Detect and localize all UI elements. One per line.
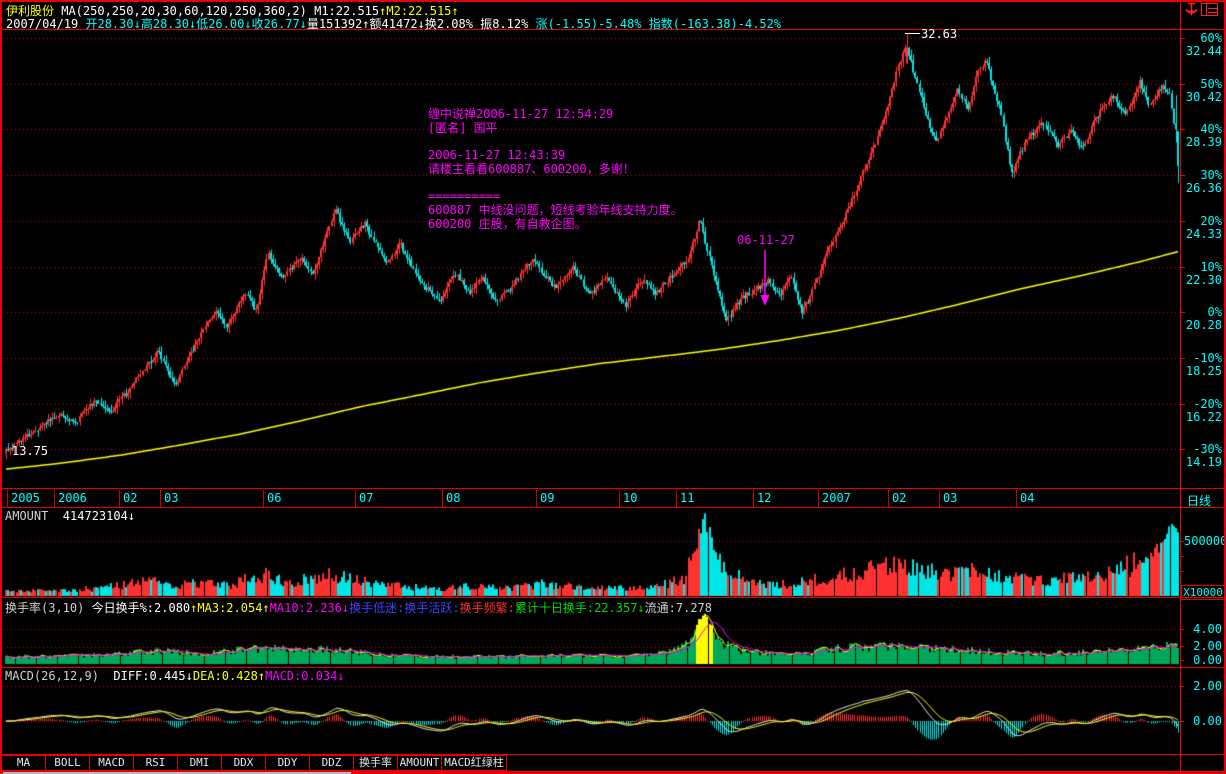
tab-turnover[interactable]: 换手率: [353, 755, 398, 771]
text-segment: 伊利股份: [6, 4, 62, 18]
text-segment: MA(250,250,20,30,60,120,250,360,2): [61, 4, 315, 18]
text-segment: 换手低迷:: [349, 601, 405, 615]
tab-ddx[interactable]: DDX: [221, 755, 266, 771]
background-window-fragment: [3, 772, 351, 774]
text-segment: 开28.30↓: [85, 17, 141, 31]
tab-dmi[interactable]: DMI: [177, 755, 222, 771]
text-segment: 流通:7.278: [644, 601, 713, 615]
header-icons: [1185, 2, 1218, 17]
separator-chart-top: [2, 29, 1224, 30]
text-segment: ↓: [185, 669, 193, 683]
amount-panel-header: AMOUNT 414723104↓: [5, 509, 135, 523]
tab-ma[interactable]: MA: [1, 755, 46, 771]
turnover-panel-header: 换手率(3,10) 今日换手%:2.080↑MA3:2.054↑MA10:2.2…: [5, 599, 712, 616]
text-segment: ↑: [190, 601, 198, 615]
text-segment: ↓: [127, 509, 136, 523]
text-segment: 2007/04/19: [6, 17, 86, 31]
period-label: 日线: [1187, 494, 1212, 508]
separator-amount-bottom: [2, 597, 1224, 598]
tab-ddz[interactable]: DDZ: [309, 755, 354, 771]
indicator-tabbar: MA BOLL MACD RSI DMI DDX DDY DDZ 换手率 AMO…: [1, 755, 1224, 771]
text-segment: 涨(-1.55)-5.48%: [535, 17, 649, 31]
tab-rsi[interactable]: RSI: [133, 755, 178, 771]
tab-boll[interactable]: BOLL: [45, 755, 90, 771]
annotation-line: 600200 庄股，有自救企图。: [428, 216, 587, 231]
text-segment: M2:22.515↑: [386, 4, 459, 18]
axis-column-divider: [1180, 2, 1181, 771]
peak-price-label: 32.63: [921, 27, 958, 41]
annotation-line: 请楼主看看600887、600200，多谢！: [428, 161, 635, 176]
chart-annotation: 缠中说禅2006-11-27 12:54:29 [匿名] 国平 2006-11-2…: [428, 107, 683, 231]
text-segment: 收26.77↓: [251, 17, 307, 31]
event-marker-label: 06-11-27: [737, 233, 795, 247]
header-line2: 2007/04/19 开28.30↓高28.30↓低26.00↓收26.77↓量…: [6, 15, 781, 32]
text-segment: 换手率(3,10): [5, 601, 92, 615]
text-segment: 指数(-163.38)-4.52%: [648, 17, 782, 31]
window-border-left: [0, 0, 2, 774]
separator-macd-bottom: [2, 754, 1224, 755]
window-layout-icon[interactable]: [1201, 3, 1218, 16]
tab-amount[interactable]: AMOUNT: [397, 755, 442, 771]
text-segment: ↑: [379, 4, 387, 18]
text-segment: MA3:2.054: [197, 601, 263, 615]
window-border-bottom: [0, 772, 1226, 774]
annotation-line: 缠中说禅2006-11-27 12:54:29: [428, 107, 614, 121]
window-border-right: [1224, 0, 1226, 774]
text-segment: 换2.08%: [424, 17, 481, 31]
text-segment: ↓: [341, 601, 350, 615]
text-segment: 量151392↑: [306, 17, 370, 31]
separator-turnover-bottom: [2, 667, 1224, 668]
text-segment: 414723104: [62, 509, 128, 523]
text-segment: 低26.00↓: [196, 17, 252, 31]
tab-ddy[interactable]: DDY: [265, 755, 310, 771]
macd-panel-header: MACD(26,12,9) DIFF:0.445↓DEA:0.428↑MACD:…: [5, 669, 345, 683]
tab-macd[interactable]: MACD: [89, 755, 134, 771]
text-segment: 高28.30↓: [140, 17, 197, 31]
separator-dateaxis-bottom: [2, 507, 1224, 508]
annotation-line: [428, 177, 683, 191]
down-arrowhead: [1188, 10, 1195, 16]
text-segment: 累计十日换手:22.357: [514, 601, 638, 615]
anchor-icon[interactable]: [1185, 2, 1198, 17]
annotation-line: [428, 135, 683, 149]
tab-macd-histogram[interactable]: MACD红绿柱: [441, 755, 507, 771]
annotation-line: 2006-11-27 12:43:39: [428, 148, 566, 163]
text-segment: DIFF:0.445: [113, 669, 186, 683]
text-segment: AMOUNT: [5, 509, 63, 523]
annotation-line: 600887 中线没问题，短线考验年线支持力度。: [428, 202, 683, 217]
text-segment: 今日换手%:2.080: [91, 601, 191, 615]
text-segment: 换手频繁:: [459, 601, 515, 615]
text-segment: ↑: [257, 669, 266, 683]
text-segment: DEA:0.428: [192, 669, 258, 683]
text-segment: ↑: [262, 601, 270, 615]
separator-chart-bottom: [2, 488, 1224, 489]
event-marker-arrow-icon: [760, 250, 770, 306]
start-price-label: 13.75: [12, 444, 49, 458]
text-segment: MACD:0.034: [265, 669, 338, 683]
annotation-line: [匿名] 国平: [428, 120, 498, 135]
text-segment: MACD(26,12,9): [5, 669, 114, 683]
text-segment: ↓: [637, 601, 645, 615]
annotation-line: ==========: [428, 189, 501, 204]
volume-scale-badge: X10000: [1181, 585, 1225, 600]
peak-callout-line: [905, 33, 920, 34]
text-segment: MA10:2.236: [269, 601, 342, 615]
text-segment: ↓: [337, 669, 345, 683]
window-border-top: [0, 0, 1226, 2]
text-segment: 额41472↓: [369, 17, 425, 31]
separator-tabbar-bottom: [2, 771, 1224, 772]
text-segment: 振8.12%: [480, 17, 536, 31]
text-segment: 换手活跃:: [404, 601, 460, 615]
text-segment: M1:22.515: [314, 4, 380, 18]
header-line1: 伊利股份 MA(250,250,20,30,60,120,250,360,2) …: [6, 2, 459, 19]
